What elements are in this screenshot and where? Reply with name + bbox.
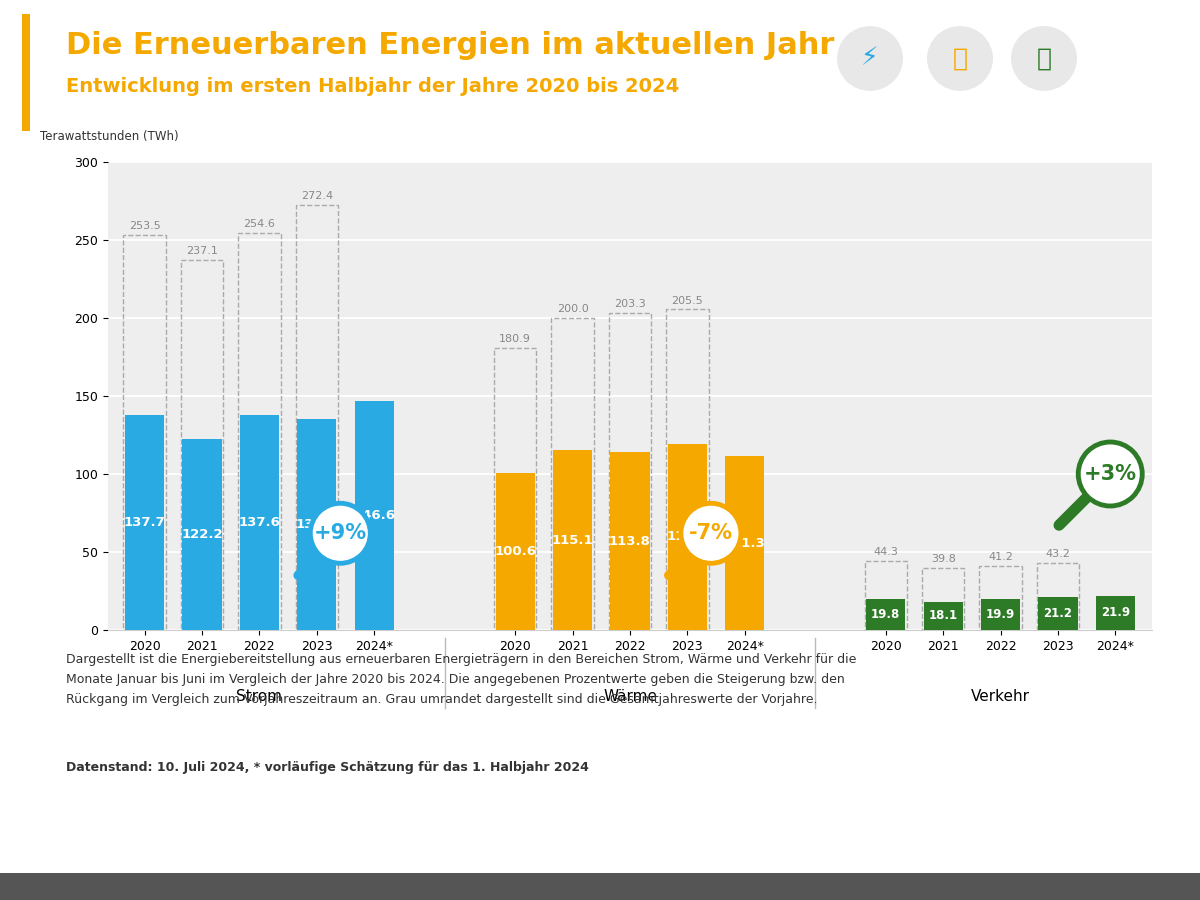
Text: 254.6: 254.6 [244,219,275,229]
Bar [924,602,962,630]
Bar [922,568,965,630]
Text: +3%: +3% [1084,464,1136,484]
Text: Wärme: Wärme [604,689,658,705]
Text: 122.2: 122.2 [181,528,223,541]
Bar [494,347,536,630]
Text: +9%: +9% [313,523,367,544]
Bar [553,450,592,630]
Text: 253.5: 253.5 [128,220,161,230]
Text: 43.2: 43.2 [1045,549,1070,559]
Text: 39.8: 39.8 [931,554,955,564]
Text: -7%: -7% [689,523,733,544]
Bar [1038,597,1078,630]
Text: Datenstand: 10. Juli 2024, * vorläufige Schätzung für das 1. Halbjahr 2024: Datenstand: 10. Juli 2024, * vorläufige … [66,760,589,773]
Bar [668,444,707,630]
Text: Die Erneuerbaren Energien im aktuellen Jahr: Die Erneuerbaren Energien im aktuellen J… [66,32,834,60]
Text: 111.3: 111.3 [724,536,766,550]
Text: 200.0: 200.0 [557,304,588,314]
Text: 21.2: 21.2 [1044,607,1073,620]
Bar [125,415,164,630]
Text: Verkehr: Verkehr [971,689,1030,705]
Text: Terawattstunden (TWh): Terawattstunden (TWh) [40,130,179,143]
Text: 19.8: 19.8 [871,608,900,621]
Bar [979,566,1021,630]
Bar [1037,562,1079,630]
Bar [298,419,336,630]
Bar [982,599,1020,630]
Bar [611,453,649,630]
Bar [1096,596,1135,630]
Bar [181,260,223,630]
Text: 44.3: 44.3 [874,547,899,557]
Text: 100.6: 100.6 [494,545,536,558]
Text: 113.8: 113.8 [610,535,650,548]
Bar [496,473,535,630]
Text: 137.6: 137.6 [239,517,281,529]
Text: 41.2: 41.2 [988,552,1013,562]
Text: 🔥: 🔥 [953,47,967,70]
Bar [865,561,907,630]
Text: 205.5: 205.5 [672,295,703,305]
Bar [240,415,278,630]
Bar [355,401,394,630]
Text: 119.5: 119.5 [667,530,708,544]
Bar [182,439,222,630]
Text: 19.9: 19.9 [986,608,1015,621]
Bar [608,313,652,630]
Bar [295,205,338,630]
Text: 21.9: 21.9 [1100,607,1130,619]
Bar [552,318,594,630]
Text: 🚛: 🚛 [1037,47,1051,70]
Text: 180.9: 180.9 [499,334,532,344]
Bar [666,310,708,630]
Bar [866,599,905,630]
Text: 272.4: 272.4 [301,191,332,202]
Text: 146.6: 146.6 [353,509,395,522]
Text: Strom: Strom [236,689,282,705]
Text: 135.0: 135.0 [296,518,337,531]
Text: 237.1: 237.1 [186,247,218,256]
Bar [124,235,166,630]
Text: 203.3: 203.3 [614,299,646,309]
Bar [239,233,281,630]
Text: Dargestellt ist die Energiebereitstellung aus erneuerbaren Energieträgern in den: Dargestellt ist die Energiebereitstellun… [66,652,857,706]
Text: ⚡: ⚡ [862,47,878,70]
Text: 137.7: 137.7 [124,516,166,529]
Text: 18.1: 18.1 [929,609,958,623]
Bar [725,456,764,630]
Text: Entwicklung im ersten Halbjahr der Jahre 2020 bis 2024: Entwicklung im ersten Halbjahr der Jahre… [66,76,679,95]
Text: 115.1: 115.1 [552,534,593,546]
